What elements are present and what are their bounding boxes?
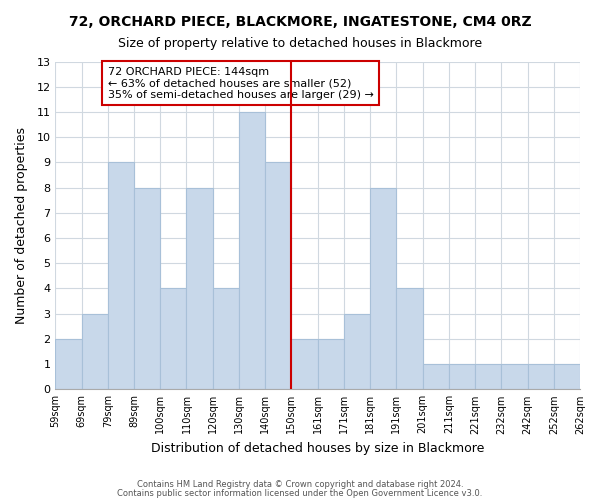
- Bar: [82, 314, 108, 390]
- Bar: [475, 364, 501, 390]
- Bar: [213, 288, 239, 390]
- Bar: [187, 188, 213, 390]
- Bar: [265, 162, 292, 390]
- Text: Size of property relative to detached houses in Blackmore: Size of property relative to detached ho…: [118, 38, 482, 51]
- Bar: [527, 364, 554, 390]
- Bar: [134, 188, 160, 390]
- Text: 72 ORCHARD PIECE: 144sqm
← 63% of detached houses are smaller (52)
35% of semi-d: 72 ORCHARD PIECE: 144sqm ← 63% of detach…: [108, 66, 374, 100]
- Y-axis label: Number of detached properties: Number of detached properties: [15, 127, 28, 324]
- Bar: [370, 188, 397, 390]
- Text: 72, ORCHARD PIECE, BLACKMORE, INGATESTONE, CM4 0RZ: 72, ORCHARD PIECE, BLACKMORE, INGATESTON…: [68, 15, 532, 29]
- Bar: [397, 288, 422, 390]
- Bar: [501, 364, 527, 390]
- Bar: [239, 112, 265, 390]
- Bar: [160, 288, 187, 390]
- Bar: [108, 162, 134, 390]
- Bar: [344, 314, 370, 390]
- Bar: [449, 364, 475, 390]
- X-axis label: Distribution of detached houses by size in Blackmore: Distribution of detached houses by size …: [151, 442, 484, 455]
- Bar: [292, 339, 317, 390]
- Bar: [422, 364, 449, 390]
- Bar: [55, 339, 82, 390]
- Text: Contains public sector information licensed under the Open Government Licence v3: Contains public sector information licen…: [118, 488, 482, 498]
- Bar: [554, 364, 580, 390]
- Text: Contains HM Land Registry data © Crown copyright and database right 2024.: Contains HM Land Registry data © Crown c…: [137, 480, 463, 489]
- Bar: [317, 339, 344, 390]
